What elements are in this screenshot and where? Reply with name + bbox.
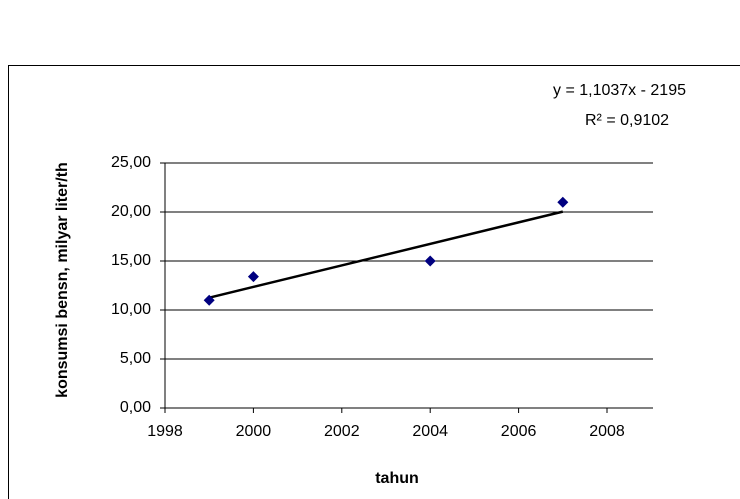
y-axis-label: konsumsi bensn, milyar liter/th [54, 162, 71, 398]
x-tick-label: 2002 [324, 423, 360, 440]
trendline [208, 210, 564, 299]
y-tick-label: 0,00 [120, 399, 151, 416]
y-tick-label: 5,00 [120, 350, 151, 367]
y-tick-label: 15,00 [111, 252, 151, 269]
trend-equation: y = 1,1037x - 2195 [553, 82, 686, 99]
data-point [203, 294, 215, 306]
data-point [557, 196, 569, 208]
x-tick-label: 2008 [589, 423, 625, 440]
y-tick-label: 25,00 [111, 154, 151, 171]
y-tick-label: 20,00 [111, 203, 151, 220]
data-point [424, 255, 436, 267]
data-point [247, 271, 259, 283]
chart-border [8, 65, 740, 499]
x-tick-label: 2004 [412, 423, 448, 440]
y-tick-label: 10,00 [111, 301, 151, 318]
x-tick-label: 1998 [147, 423, 183, 440]
x-axis-label: tahun [375, 470, 419, 487]
r-squared: R² = 0,9102 [585, 112, 669, 129]
x-tick-label: 2000 [236, 423, 272, 440]
x-tick-label: 2006 [501, 423, 537, 440]
